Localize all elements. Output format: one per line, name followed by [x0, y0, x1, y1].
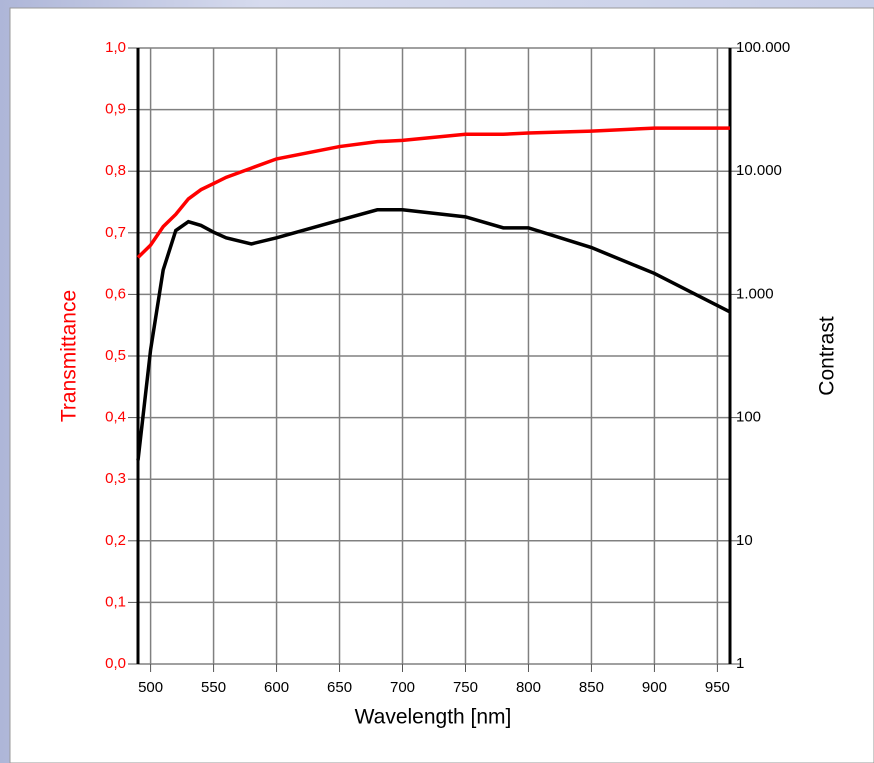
x-tick-label: 700 [390, 679, 415, 696]
x-tick-label: 550 [201, 679, 226, 696]
y2-tick-label: 100 [736, 409, 761, 426]
y-tick-label: 0,9 [105, 101, 126, 118]
y-tick-label: 0,1 [105, 593, 126, 610]
y-tick-label: 0,6 [105, 285, 126, 302]
x-tick-label: 650 [327, 679, 352, 696]
x-tick-label: 800 [516, 679, 541, 696]
y-tick-label: 1,0 [105, 39, 126, 56]
x-tick-label: 600 [264, 679, 289, 696]
y-tick-label: 0,7 [105, 224, 126, 241]
y-tick-label: 0,0 [105, 655, 126, 672]
x-tick-label: 850 [579, 679, 604, 696]
y2-tick-label: 10.000 [736, 162, 782, 179]
y2-tick-label: 10 [736, 532, 753, 549]
y2-axis-label: Contrast [816, 316, 839, 396]
data-line [136, 126, 730, 259]
x-tick-label: 900 [642, 679, 667, 696]
x-tick-label: 750 [453, 679, 478, 696]
panel [9, 7, 874, 763]
y2-tick-label: 100.000 [736, 39, 790, 56]
x-tick-label: 500 [138, 679, 163, 696]
y-tick-label: 0,8 [105, 162, 126, 179]
y-axis-label: Transmittance [58, 290, 81, 422]
y-tick-label: 0,5 [105, 347, 126, 364]
y-tick-label: 0,4 [105, 409, 126, 426]
data-line [136, 208, 731, 461]
y2-tick-label: 1.000 [736, 285, 774, 302]
y2-tick-label: 1 [736, 655, 744, 672]
y-tick-label: 0,2 [105, 532, 126, 549]
y-tick-label: 0,3 [105, 470, 126, 487]
x-axis-label: Wavelength [nm] [355, 706, 512, 729]
x-tick-label: 950 [705, 679, 730, 696]
